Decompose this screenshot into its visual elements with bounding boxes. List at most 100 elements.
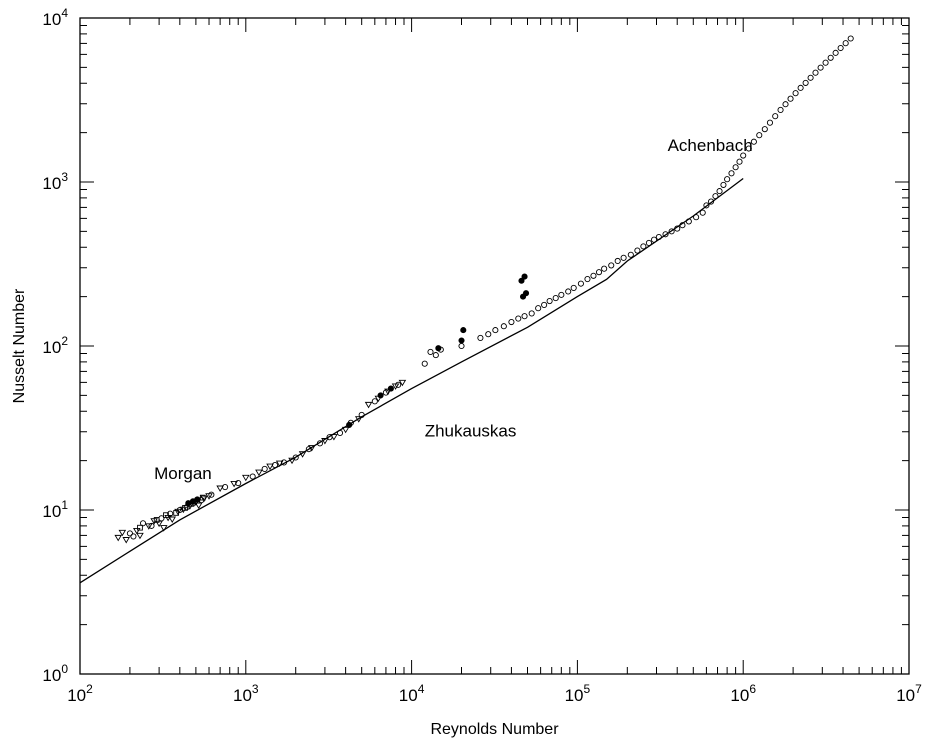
- data-point-circle: [621, 255, 626, 260]
- data-point-triangle: [196, 503, 202, 508]
- data-point-triangle: [137, 533, 143, 538]
- data-point-circle: [529, 311, 534, 316]
- data-point-square: [138, 525, 143, 530]
- data-point-circle: [602, 266, 607, 271]
- data-point-circle: [486, 332, 491, 337]
- data-point-filled: [436, 346, 441, 351]
- data-point-triangle: [243, 475, 249, 480]
- x-tick-label: 105: [565, 682, 591, 705]
- y-tick-label: 102: [42, 334, 68, 357]
- data-point-triangle: [134, 528, 140, 533]
- data-point-circle: [818, 65, 823, 70]
- data-point-triangle: [119, 530, 125, 535]
- data-point-circle: [778, 107, 783, 112]
- y-tick-label: 103: [42, 170, 68, 193]
- data-point-circle: [127, 531, 132, 536]
- data-point-circle: [737, 159, 742, 164]
- data-point-circle: [516, 316, 521, 321]
- annotation-label: Achenbach: [668, 136, 753, 155]
- data-point-filled: [522, 274, 527, 279]
- data-point-circle: [566, 289, 571, 294]
- data-point-circle: [337, 430, 342, 435]
- y-axis-ticks: [80, 26, 909, 674]
- data-point-circle: [628, 252, 633, 257]
- data-point-filled: [195, 497, 200, 502]
- data-point-circle: [721, 182, 726, 187]
- x-axis-tick-labels: 102 103 104 105 106 107: [67, 682, 922, 705]
- data-point-circle: [733, 165, 738, 170]
- data-point-circle: [509, 319, 514, 324]
- data-point-circle: [833, 50, 838, 55]
- data-point-circle: [788, 96, 793, 101]
- data-point-circle: [725, 177, 730, 182]
- data-points: [115, 36, 853, 543]
- data-point-circle: [272, 462, 277, 467]
- annotation-label: Zhukauskas: [425, 422, 517, 441]
- x-tick-label: 106: [730, 682, 756, 705]
- data-point-circle: [493, 328, 498, 333]
- data-point-circle: [596, 270, 601, 275]
- data-point-circle: [793, 91, 798, 96]
- y-axis-title: Nusselt Number: [11, 288, 28, 403]
- data-point-filled: [459, 338, 464, 343]
- data-point-circle: [591, 273, 596, 278]
- data-point-circle: [843, 41, 848, 46]
- plot-frame: [80, 18, 909, 674]
- data-point-circle: [553, 295, 558, 300]
- annotations: Morgan Zhukauskas Achenbach: [154, 136, 753, 483]
- data-point-circle: [717, 189, 722, 194]
- data-point-filled: [378, 393, 383, 398]
- data-point-circle: [694, 215, 699, 220]
- x-axis-title: Reynolds Number: [430, 721, 559, 738]
- data-point-circle: [433, 353, 438, 358]
- data-point-filled: [523, 291, 528, 296]
- data-point-circle: [813, 70, 818, 75]
- y-tick-label: 100: [42, 662, 68, 685]
- data-point-circle: [547, 298, 552, 303]
- data-point-circle: [615, 258, 620, 263]
- data-point-circle: [767, 120, 772, 125]
- data-point-circle: [635, 248, 640, 253]
- data-point-circle: [646, 240, 651, 245]
- data-point-circle: [131, 534, 136, 539]
- data-point-circle: [798, 85, 803, 90]
- data-point-circle: [578, 281, 583, 286]
- data-point-triangle: [123, 537, 129, 542]
- zhukauskas-correlation-line: [80, 179, 743, 583]
- data-point-circle: [828, 55, 833, 60]
- data-point-circle: [609, 263, 614, 268]
- data-point-circle: [559, 292, 564, 297]
- data-point-circle: [478, 335, 483, 340]
- data-point-circle: [729, 171, 734, 176]
- data-point-circle: [571, 285, 576, 290]
- data-point-circle: [783, 102, 788, 107]
- data-point-circle: [536, 306, 541, 311]
- data-point-circle: [803, 80, 808, 85]
- data-point-circle: [762, 127, 767, 132]
- data-point-triangle: [169, 517, 175, 522]
- y-tick-label: 101: [42, 498, 68, 521]
- data-point-circle: [641, 244, 646, 249]
- data-point-circle: [838, 45, 843, 50]
- data-point-filled: [388, 386, 393, 391]
- data-point-circle: [428, 349, 433, 354]
- data-point-circle: [262, 466, 267, 471]
- y-tick-label: 104: [42, 6, 68, 29]
- data-point-triangle: [366, 402, 372, 407]
- data-point-triangle: [343, 427, 349, 432]
- data-point-circle: [542, 302, 547, 307]
- data-point-circle: [372, 399, 377, 404]
- data-point-circle: [585, 276, 590, 281]
- x-tick-label: 104: [399, 682, 425, 705]
- data-point-triangle: [256, 470, 262, 475]
- x-tick-label: 102: [67, 682, 93, 705]
- data-point-filled: [461, 328, 466, 333]
- data-point-circle: [700, 210, 705, 215]
- data-point-circle: [501, 324, 506, 329]
- x-tick-label: 107: [896, 682, 922, 705]
- data-point-circle: [250, 474, 255, 479]
- data-point-circle: [808, 75, 813, 80]
- y-axis-tick-labels: 100 101 102 103 104: [42, 6, 68, 685]
- data-point-circle: [459, 343, 464, 348]
